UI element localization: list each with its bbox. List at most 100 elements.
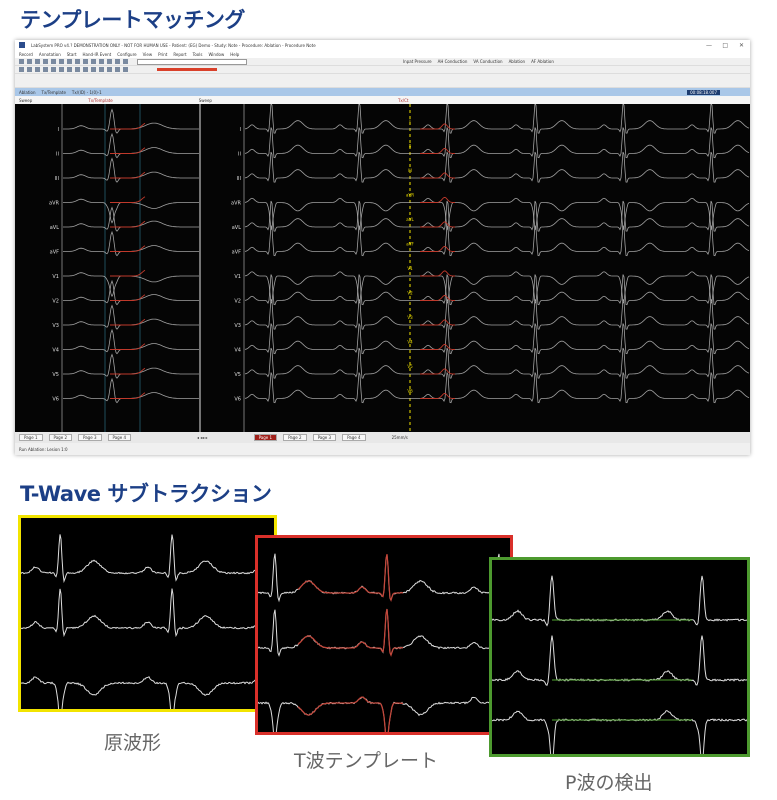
page-tab[interactable]: Page 3 <box>78 434 102 441</box>
toolbar-icon[interactable] <box>123 59 128 64</box>
lead-trace-left <box>63 110 199 134</box>
toolbar-icon[interactable] <box>67 59 72 64</box>
toolbar-icon[interactable] <box>35 59 40 64</box>
menu-item[interactable]: Annotation <box>39 52 61 57</box>
page-tab[interactable]: Page 2 <box>49 434 73 441</box>
toolbar-button[interactable]: AF Ablation <box>531 59 554 64</box>
toolbar-icon[interactable] <box>51 59 56 64</box>
time-marker-label: V4 <box>407 340 413 345</box>
toolbar-icon[interactable] <box>35 67 40 72</box>
menu-item[interactable]: Report <box>173 52 186 57</box>
toolbar-button[interactable]: Inpat Pressure <box>403 59 432 64</box>
lead-label-right: V1 <box>234 274 241 280</box>
page-tab[interactable]: Page 4 <box>342 434 366 441</box>
lead-label-right: aVR <box>231 201 241 207</box>
lead-trace-left <box>63 330 199 354</box>
time-marker-label: aVR <box>406 193 414 198</box>
menu-item[interactable]: Record <box>19 52 33 57</box>
time-marker-label: aVF <box>406 242 414 247</box>
time-marker-label: V1 <box>407 266 413 271</box>
toolbar-icon[interactable] <box>27 67 32 72</box>
info-text: Tx/(ID) - 1(0)-1 <box>72 90 102 95</box>
menu-item[interactable]: Configure <box>117 52 136 57</box>
t-wave-template-overlay <box>298 697 403 735</box>
time-marker-label: I <box>409 119 410 124</box>
speed-label: 25mm/s <box>392 435 408 440</box>
menu-item[interactable]: Help <box>230 52 239 57</box>
menu-item[interactable]: Print <box>158 52 167 57</box>
lead-trace-left <box>63 379 199 403</box>
maximize-icon[interactable]: □ <box>722 42 728 49</box>
toolbar-icon[interactable] <box>91 67 96 72</box>
toolbar-button[interactable]: VA Conduction <box>473 59 502 64</box>
lead-trace-right <box>245 128 749 158</box>
menu-item[interactable]: Start <box>67 52 77 57</box>
section-title-t-wave-subtraction: T-Wave サブトラクション <box>20 478 271 508</box>
caption-original: 原波形 <box>104 728 161 755</box>
lead-label-right: V5 <box>234 372 241 378</box>
toolbar-icon[interactable] <box>75 59 80 64</box>
toolbar-icon[interactable] <box>43 59 48 64</box>
toolbar-dropdown[interactable] <box>137 59 247 65</box>
toolbar-icon[interactable] <box>27 59 32 64</box>
page-tab[interactable]: Page 1 <box>19 434 43 441</box>
page-tab[interactable]: Page 2 <box>283 434 307 441</box>
menu-item[interactable]: Hand-IR Event <box>83 52 112 57</box>
ecg-trace <box>492 711 747 757</box>
ecg-trace <box>492 636 747 686</box>
toolbar-icon[interactable] <box>19 67 24 72</box>
lead-label-right: V3 <box>234 323 241 329</box>
minimize-icon[interactable]: — <box>706 42 712 49</box>
nav-arrows[interactable]: ◂ ◂◂ ▸ <box>197 435 208 440</box>
page-tab[interactable]: Page 3 <box>313 434 337 441</box>
toolbar-icon[interactable] <box>115 59 120 64</box>
waveform-display[interactable]: I IIII IIIIIII IIIIIIaVR aVRaVRaVL aVLaVLaVF a… <box>15 104 750 432</box>
ecg-trace <box>21 589 276 636</box>
page-tab[interactable]: Page 4 <box>108 434 132 441</box>
toolbar-icon[interactable] <box>83 67 88 72</box>
toolbar-button[interactable]: AH Conduction <box>438 59 468 64</box>
p-wave-detection-panel <box>489 557 750 757</box>
toolbar-button[interactable]: Ablation <box>509 59 526 64</box>
sweep-label-right: Sweep <box>199 98 212 103</box>
toolbar-icon[interactable] <box>51 67 56 72</box>
lead-trace-right <box>245 373 749 403</box>
lead-label-right: I <box>240 127 241 133</box>
toolbar-icon[interactable] <box>99 67 104 72</box>
toolbar-icon[interactable] <box>107 67 112 72</box>
toolbar-icon[interactable] <box>43 67 48 72</box>
time-marker-label: V6 <box>407 389 413 394</box>
gain-slider[interactable] <box>157 68 217 71</box>
marker-left: Tx/Template <box>88 98 112 103</box>
lead-trace-left <box>63 355 199 379</box>
close-icon[interactable]: ✕ <box>739 42 744 49</box>
clock: 00:08:18.007 <box>687 90 720 95</box>
toolbar-icon[interactable] <box>115 67 120 72</box>
lead-label-left: II <box>56 152 59 158</box>
app-icon <box>19 42 25 48</box>
toolbar-icon[interactable] <box>123 67 128 72</box>
lead-label-left: I <box>58 127 59 133</box>
toolbar-icon[interactable] <box>99 59 104 64</box>
toolbar-icon[interactable] <box>83 59 88 64</box>
lead-trace-left <box>63 281 199 305</box>
toolbar-icon[interactable] <box>59 67 64 72</box>
toolbar-icon[interactable] <box>91 59 96 64</box>
page-tab-active[interactable]: Page 1 <box>254 434 278 441</box>
lead-label-left: aVR <box>49 201 59 207</box>
lead-label-right: II <box>238 152 241 158</box>
toolbar-icon[interactable] <box>75 67 80 72</box>
menu-item[interactable]: Tools <box>193 52 203 57</box>
menu-item[interactable]: Window <box>208 52 224 57</box>
lead-trace-right <box>245 272 749 303</box>
lead-label-left: V3 <box>52 323 59 329</box>
caption-p-wave: P波の検出 <box>565 768 652 795</box>
toolbar-icon[interactable] <box>59 59 64 64</box>
menu-item[interactable]: View <box>143 52 153 57</box>
toolbar-icon[interactable] <box>19 59 24 64</box>
toolbar-3 <box>15 74 750 88</box>
toolbar-icon[interactable] <box>107 59 112 64</box>
lead-label-left: aVF <box>50 250 59 256</box>
t-wave-template-panel <box>255 535 513 735</box>
toolbar-icon[interactable] <box>67 67 72 72</box>
